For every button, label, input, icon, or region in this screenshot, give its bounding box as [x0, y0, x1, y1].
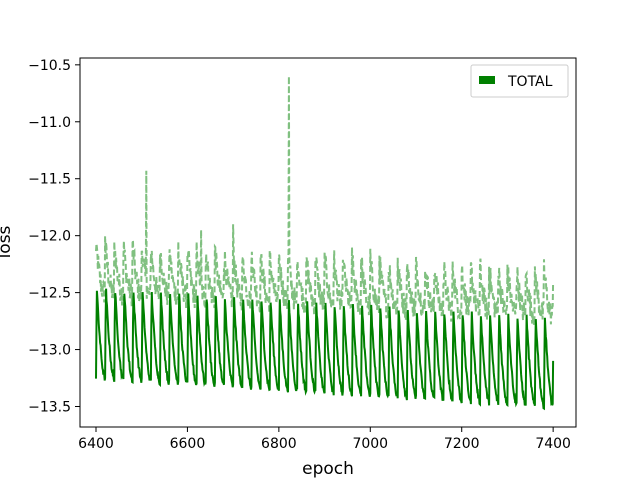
total-loss-line: [95, 288, 555, 411]
y-tick-label: −11.5: [28, 172, 71, 188]
y-axis-label: loss: [0, 225, 15, 258]
x-tick-label: 6600: [170, 436, 206, 452]
y-tick-label: −10.5: [28, 58, 71, 74]
y-tick-label: −13.0: [28, 343, 71, 359]
x-tick-label: 7400: [535, 436, 571, 452]
legend-box: [470, 64, 569, 98]
x-tick-label: 6800: [261, 436, 297, 452]
x-axis: 6400 6600 6800 7000 7200 7400: [78, 427, 571, 452]
x-tick-label: 7200: [444, 436, 480, 452]
series-layer: [95, 76, 555, 411]
y-tick-label: −12.0: [28, 229, 71, 245]
legend: TOTAL: [470, 64, 569, 98]
x-axis-label: epoch: [302, 459, 354, 479]
y-axis: −10.5 −11.0 −11.5 −12.0 −12.5 −13.0 −13.5: [28, 58, 80, 416]
x-tick-label: 7000: [352, 436, 388, 452]
legend-swatch-total: [479, 76, 495, 84]
y-tick-label: −11.0: [28, 115, 71, 131]
x-tick-label: 6400: [78, 436, 114, 452]
y-tick-label: −12.5: [28, 286, 71, 302]
validation-loss-line: [95, 76, 555, 326]
legend-label-total: TOTAL: [507, 74, 553, 90]
plot-frame: [79, 57, 577, 428]
y-tick-label: −13.5: [28, 400, 71, 416]
plot-area: [80, 58, 576, 427]
